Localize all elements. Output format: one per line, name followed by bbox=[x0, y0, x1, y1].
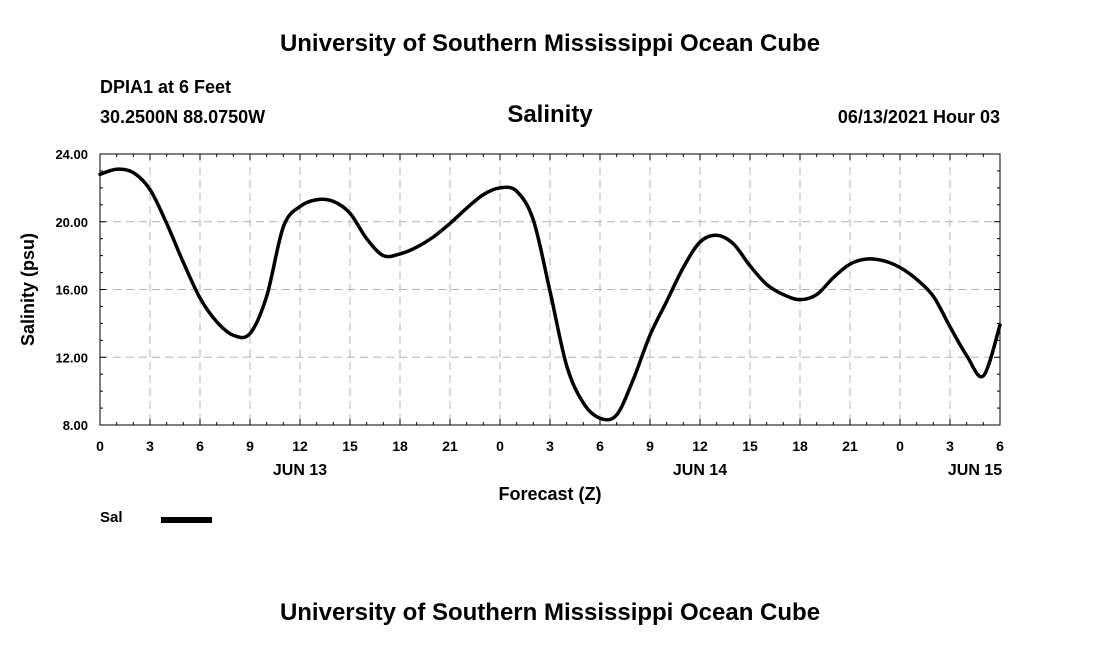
x-tick-label: 3 bbox=[146, 438, 154, 454]
salinity-series-line bbox=[98, 167, 1002, 422]
x-axis-label: Forecast (Z) bbox=[498, 484, 601, 504]
x-tick-label: 9 bbox=[646, 438, 654, 454]
y-tick-label: 20.00 bbox=[55, 215, 88, 230]
x-tick-label: 15 bbox=[342, 438, 358, 454]
grid-layer bbox=[100, 154, 1000, 425]
y-tick-label: 24.00 bbox=[55, 147, 88, 162]
x-tick-label: 0 bbox=[496, 438, 504, 454]
y-tick-label: 8.00 bbox=[63, 418, 88, 433]
x-tick-label: 9 bbox=[246, 438, 254, 454]
x-tick-label: 21 bbox=[842, 438, 858, 454]
x-tick-label: 18 bbox=[392, 438, 408, 454]
legend-label: Sal bbox=[100, 509, 123, 526]
date-label: JUN 13 bbox=[273, 462, 327, 479]
legend-line-swatch bbox=[161, 517, 212, 523]
x-tick-label: 6 bbox=[996, 438, 1004, 454]
y-axis-label: Salinity (psu) bbox=[18, 233, 38, 346]
plot-frame bbox=[99, 153, 1001, 426]
x-tick-label: 3 bbox=[946, 438, 954, 454]
station-coordinates: 30.2500N 88.0750W bbox=[100, 107, 266, 127]
x-tick-label: 6 bbox=[196, 438, 204, 454]
x-tick-label: 0 bbox=[96, 438, 104, 454]
x-tick-label: 6 bbox=[596, 438, 604, 454]
series-layer bbox=[98, 167, 1002, 422]
x-tick-label: 15 bbox=[742, 438, 758, 454]
x-tick-label: 12 bbox=[692, 438, 708, 454]
chart-title: Salinity bbox=[507, 101, 593, 128]
x-tick-label: 12 bbox=[292, 438, 308, 454]
x-tick-label: 21 bbox=[442, 438, 458, 454]
forecast-timestamp: 06/13/2021 Hour 03 bbox=[837, 107, 1000, 127]
x-tick-label: 0 bbox=[896, 438, 904, 454]
header-title: University of Southern Mississippi Ocean… bbox=[279, 30, 821, 57]
date-label: JUN 15 bbox=[948, 462, 1002, 479]
footer-title: University of Southern Mississippi Ocean… bbox=[279, 599, 821, 626]
date-label: JUN 14 bbox=[673, 462, 727, 479]
y-tick-label: 12.00 bbox=[55, 350, 88, 365]
label-layer: 0 3 6 9 12 15 18 21 0 3 6 9 12 15 18 21 0 3 6 8.00 12.00 16.0… bbox=[55, 147, 1004, 479]
x-tick-label: 3 bbox=[546, 438, 554, 454]
y-tick-label: 16.00 bbox=[55, 283, 88, 298]
x-tick-label: 18 bbox=[792, 438, 808, 454]
station-label: DPIA1 at 6 Feet bbox=[100, 77, 232, 97]
